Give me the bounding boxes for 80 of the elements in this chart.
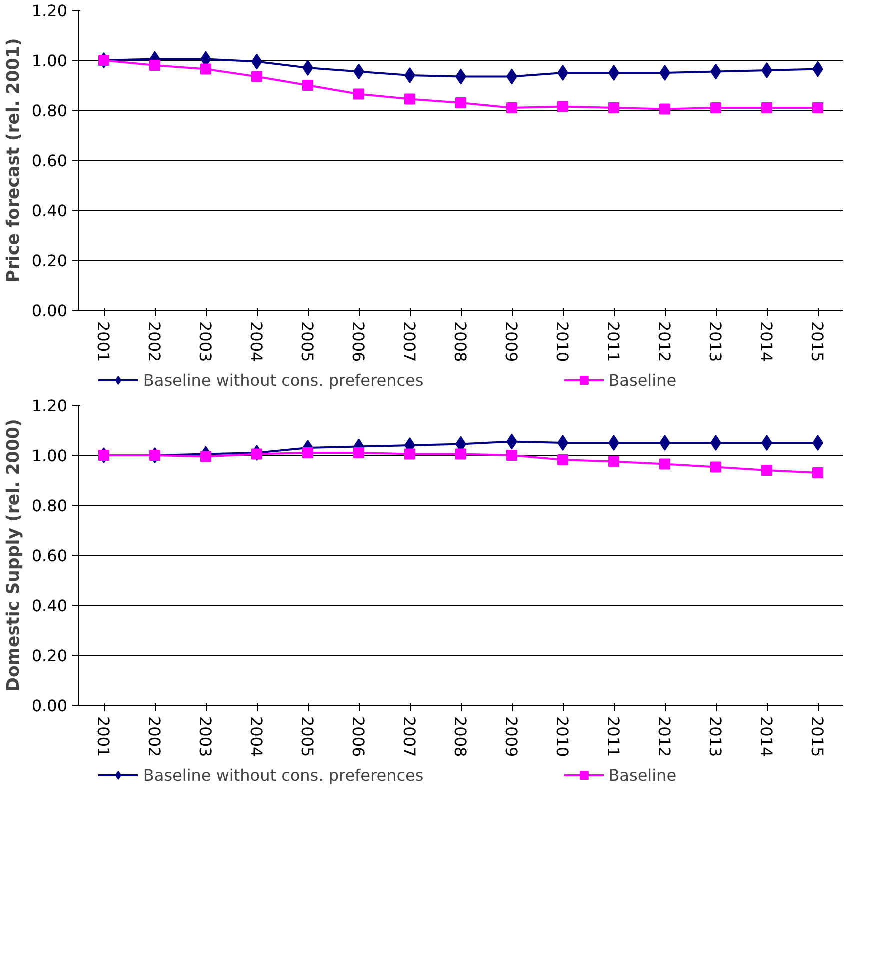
- legend-label: Baseline: [608, 370, 677, 390]
- point: [200, 64, 212, 75]
- x-tick-label: 2015: [808, 322, 827, 362]
- point: [456, 448, 466, 460]
- x-tick-label: 2009: [502, 322, 521, 362]
- point: [354, 88, 364, 100]
- x-tick-label: 2013: [706, 716, 725, 758]
- x-tick-label: 2010: [553, 716, 572, 758]
- x-tick-label: 2011: [604, 322, 623, 362]
- point: [762, 102, 772, 114]
- x-tick-label: 2014: [757, 716, 776, 758]
- x-tick-label: 2005: [298, 322, 317, 362]
- x-tick-label: 2009: [502, 716, 521, 758]
- x-tick-label: 2013: [706, 322, 725, 362]
- point: [354, 448, 364, 458]
- x-tick-label: 2001: [94, 716, 113, 758]
- y-tick-label: 0.40: [32, 202, 68, 220]
- point: [200, 451, 212, 462]
- y-tick-label: 0.80: [32, 496, 68, 516]
- point: [762, 465, 772, 476]
- x-tick-label: 2015: [808, 716, 827, 758]
- point: [456, 98, 466, 108]
- point: [150, 450, 160, 461]
- legend-label: Baseline without cons. preferences: [143, 766, 424, 784]
- y-tick-label: 0.00: [32, 302, 68, 320]
- y-tick-label: 1.00: [32, 52, 68, 70]
- point: [710, 462, 722, 473]
- point: [150, 60, 160, 71]
- y-tick-label: 1.20: [32, 2, 68, 20]
- point: [252, 448, 262, 460]
- x-tick-label: 2003: [196, 716, 215, 758]
- x-tick-label: 2011: [604, 716, 623, 758]
- y-tick-label: 0.80: [32, 102, 68, 120]
- x-tick-label: 2007: [400, 716, 419, 758]
- point: [302, 448, 314, 458]
- x-tick-label: 2003: [196, 322, 215, 362]
- point: [660, 104, 670, 115]
- x-tick-label: 2007: [400, 322, 419, 362]
- y-tick-label: 0.20: [32, 646, 68, 666]
- y-tick-label: 0.60: [32, 152, 68, 170]
- legend-label: Baseline: [608, 766, 677, 784]
- point: [252, 71, 262, 82]
- y-tick-label: 0.00: [32, 696, 68, 716]
- x-tick-label: 2002: [145, 716, 164, 758]
- x-tick-label: 2012: [655, 322, 674, 362]
- legend-label: Baseline without cons. preferences: [143, 370, 424, 390]
- point: [404, 448, 416, 460]
- point: [608, 456, 620, 468]
- point: [98, 55, 110, 66]
- x-tick-label: 2012: [655, 716, 674, 758]
- x-tick-label: 2005: [298, 716, 317, 758]
- x-tick-label: 2002: [145, 322, 164, 362]
- point: [660, 458, 670, 470]
- point: [404, 94, 416, 105]
- x-tick-label: 2008: [451, 322, 470, 362]
- x-tick-label: 2006: [349, 716, 368, 758]
- point: [558, 101, 568, 112]
- y-tick-label: 0.40: [32, 596, 68, 616]
- y-tick-label: 1.20: [32, 396, 68, 416]
- x-tick-label: 2001: [94, 322, 113, 362]
- x-tick-label: 2006: [349, 322, 368, 362]
- x-tick-label: 2004: [247, 322, 266, 362]
- y-axis-title: Price forecast (rel. 2001): [4, 38, 24, 283]
- x-tick-label: 2004: [247, 716, 266, 758]
- x-tick-label: 2014: [757, 322, 776, 362]
- x-tick-label: 2010: [553, 322, 572, 362]
- y-axis-title: Domestic Supply (rel. 2000): [4, 419, 24, 692]
- point: [812, 468, 824, 478]
- point: [98, 450, 110, 461]
- y-tick-label: 1.00: [32, 446, 68, 466]
- x-tick-label: 2008: [451, 716, 470, 758]
- point: [710, 102, 722, 114]
- point: [812, 102, 824, 114]
- y-tick-label: 0.20: [32, 252, 68, 270]
- point: [506, 450, 518, 461]
- y-tick-label: 0.60: [32, 546, 68, 566]
- point: [506, 102, 518, 114]
- point: [558, 454, 568, 466]
- point: [302, 80, 314, 91]
- point: [608, 102, 620, 114]
